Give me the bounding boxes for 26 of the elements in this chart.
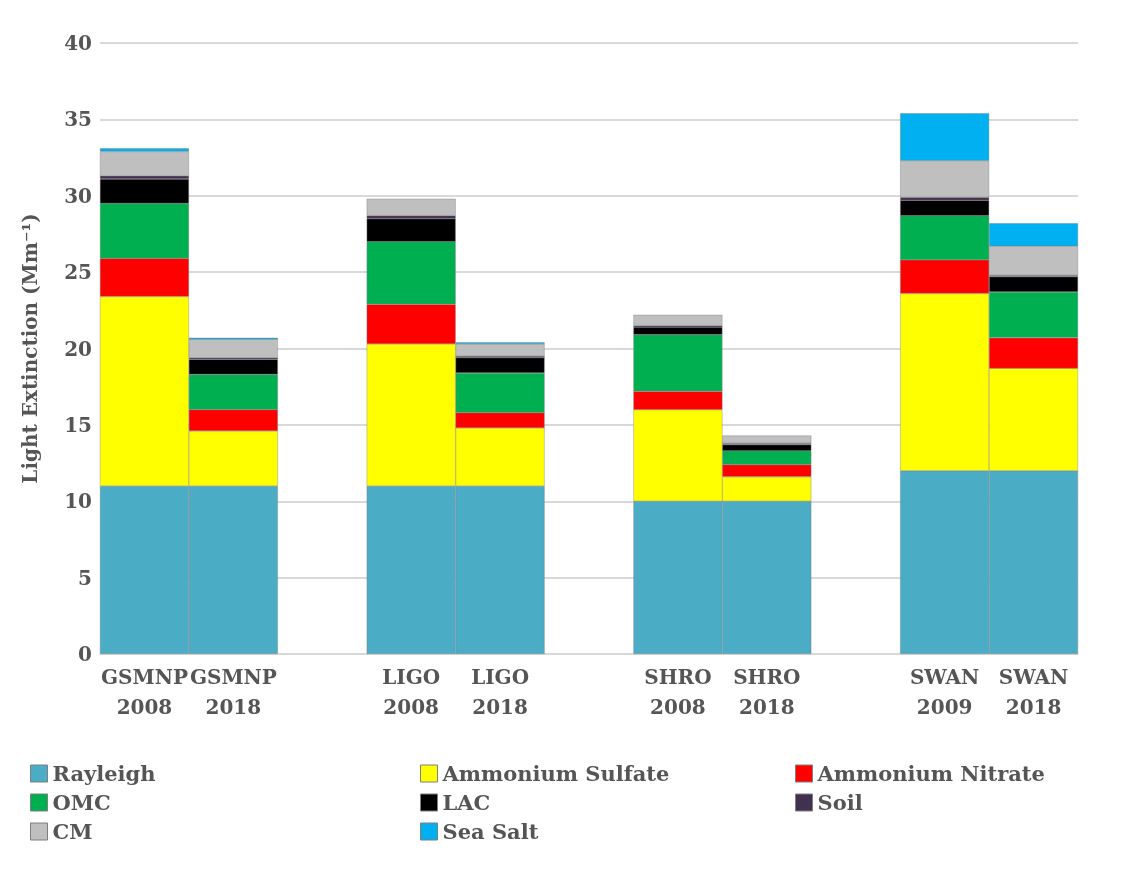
y-tick-label: 15 xyxy=(64,412,92,437)
y-tick-label: 0 xyxy=(78,642,92,666)
legend-label: Soil xyxy=(817,790,863,815)
y-tick-label: 35 xyxy=(64,107,92,132)
legend-label: Rayleigh xyxy=(52,761,156,786)
y-tick-label: 30 xyxy=(64,183,92,208)
x-tick-label: GSMNP 2008 xyxy=(100,665,188,719)
x-tick-label: GSMNP 2018 xyxy=(189,665,277,719)
legend-label: Ammonium Nitrate xyxy=(816,761,1045,786)
legend-label: Sea Salt xyxy=(442,819,539,844)
legend-label: OMC xyxy=(52,790,111,815)
y-tick-label: 25 xyxy=(64,260,92,285)
y-tick-label: 40 xyxy=(64,31,92,55)
y-tick-label: 5 xyxy=(78,565,92,590)
x-tick-label: SHRO 2018 xyxy=(733,665,801,719)
x-tick-label: SHRO 2008 xyxy=(644,665,712,719)
y-axis-title: Light Extinction (Mm⁻¹) xyxy=(18,213,42,484)
y-tick-label: 10 xyxy=(64,489,92,514)
legend-label: CM xyxy=(52,819,93,844)
x-tick-label: SWAN 2009 xyxy=(909,665,980,719)
x-tick-label: SWAN 2018 xyxy=(998,665,1069,719)
legend-label: Ammonium Sulfate xyxy=(441,761,670,786)
legend-label: LAC xyxy=(442,790,491,815)
x-tick-label: LIGO 2018 xyxy=(471,665,530,719)
y-tick-label: 20 xyxy=(64,336,92,361)
x-tick-label: LIGO 2008 xyxy=(382,665,441,719)
